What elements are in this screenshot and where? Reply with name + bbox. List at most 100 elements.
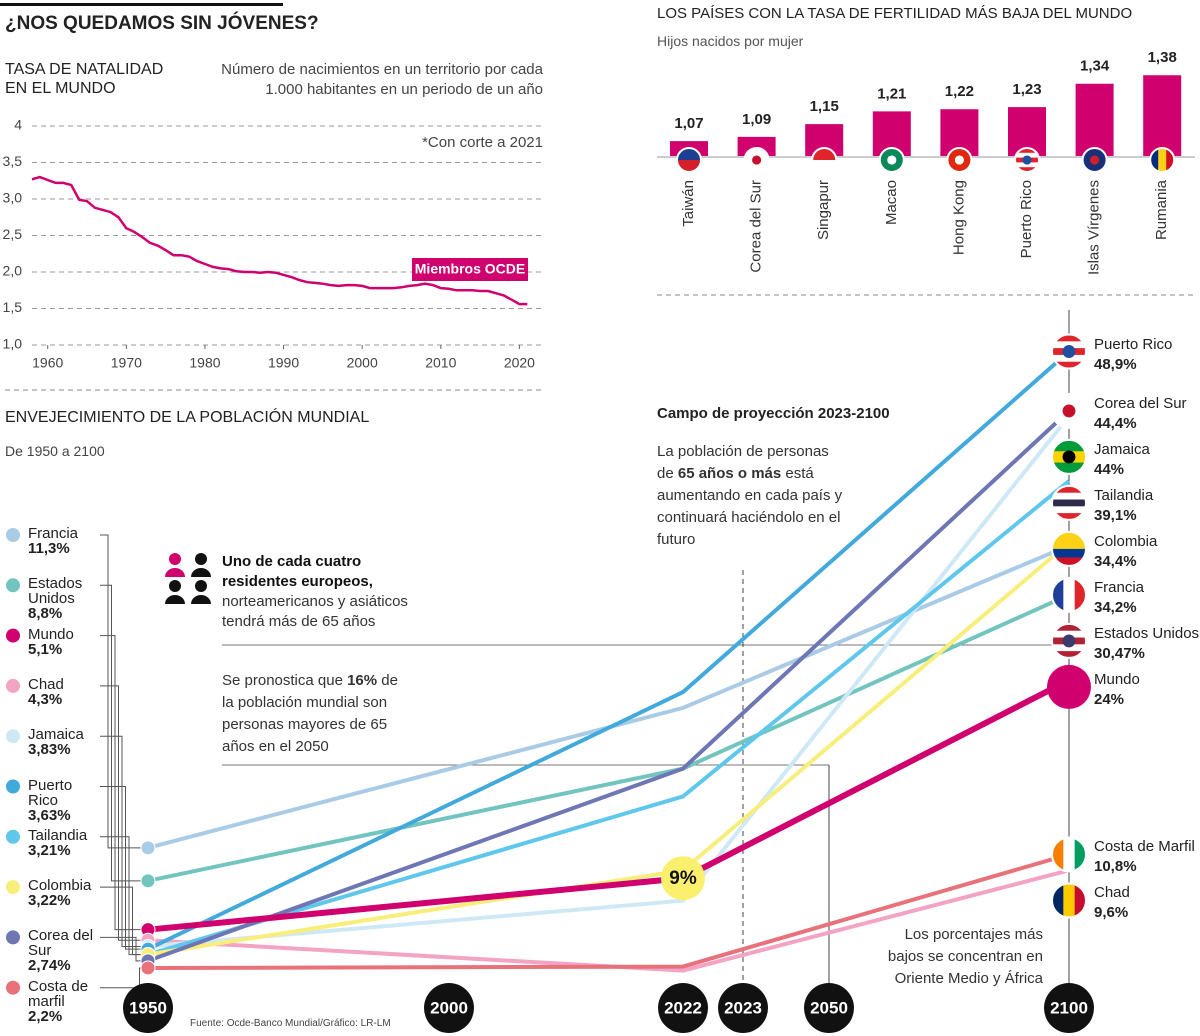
legend-name: Francia bbox=[28, 525, 79, 542]
flag-stripe bbox=[1052, 354, 1086, 363]
flag-stripe bbox=[1015, 167, 1039, 172]
legend-entry: Chad 4,3% bbox=[28, 677, 94, 707]
end-value: 39,1% bbox=[1094, 506, 1137, 524]
end-value: 9,6% bbox=[1094, 904, 1129, 922]
end-name: Costa de Marfil bbox=[1094, 838, 1195, 856]
flag-rim bbox=[878, 147, 905, 173]
flag-stripe bbox=[1052, 651, 1086, 658]
end-name: Chad bbox=[1094, 884, 1130, 902]
category-label: Islas Vírgenes bbox=[1086, 180, 1103, 275]
flag-stripe bbox=[1052, 557, 1086, 566]
flag-stripe bbox=[1052, 499, 1086, 507]
category-label: Macao bbox=[883, 180, 900, 225]
legend-name: Chad bbox=[28, 675, 64, 693]
end-value: 48,9% bbox=[1094, 355, 1137, 373]
legend-name: Tailandia bbox=[28, 826, 88, 844]
end-value: 34,4% bbox=[1094, 552, 1137, 570]
flag-rim bbox=[1051, 576, 1087, 613]
x-tick bbox=[658, 983, 708, 1033]
x-tick-label: 2050 bbox=[810, 998, 848, 1017]
flag-rim bbox=[1051, 392, 1087, 429]
end-label: Colombia 34,4% bbox=[1094, 532, 1157, 572]
flag-stripe bbox=[1052, 644, 1086, 652]
flag-stripe bbox=[1052, 513, 1086, 520]
flag-stripe bbox=[1063, 837, 1076, 872]
end-name: Corea del Sur bbox=[1094, 394, 1187, 412]
y-tick-label: 3,5 bbox=[3, 153, 23, 169]
x-tick bbox=[123, 983, 173, 1033]
flag-emblem bbox=[1022, 155, 1032, 165]
x-tick-label: 1990 bbox=[268, 355, 299, 371]
end-value: 10,8% bbox=[1094, 858, 1137, 876]
flag-stripe bbox=[1063, 883, 1076, 918]
flag-emblem bbox=[1062, 450, 1076, 464]
flag-icon bbox=[1052, 439, 1086, 474]
legend-entry: Puerto Rico 3,63% bbox=[28, 778, 94, 823]
x-tick-label: 1950 bbox=[129, 998, 167, 1017]
data-line bbox=[147, 414, 1071, 949]
x-tick-label: 1980 bbox=[189, 355, 220, 371]
data-line bbox=[147, 543, 1070, 850]
flag-stripe bbox=[1063, 577, 1076, 612]
connector bbox=[100, 534, 141, 849]
bar bbox=[1143, 75, 1182, 156]
legend-name: Costa de marfil bbox=[28, 977, 89, 1010]
flag-emblem bbox=[1062, 404, 1076, 418]
annotation-text: está aumentando en cada país y continuar… bbox=[657, 465, 843, 548]
flag-stripe bbox=[1074, 577, 1086, 612]
end-label: Corea del Sur 44,4% bbox=[1094, 394, 1187, 434]
flag-emblem bbox=[752, 155, 762, 165]
flag-icon bbox=[1052, 334, 1086, 369]
flag-stripe bbox=[677, 148, 701, 161]
flag-stripe bbox=[1074, 883, 1086, 918]
legend-name: Jamaica bbox=[28, 726, 84, 744]
flag-icon bbox=[1052, 837, 1086, 872]
series-label: Miembros OCDE bbox=[415, 261, 525, 277]
flag-stripe bbox=[1052, 334, 1086, 342]
x-tick-label: 2022 bbox=[664, 998, 702, 1017]
legend-swatch bbox=[6, 528, 20, 542]
flag-stripe bbox=[1052, 837, 1064, 872]
flag-stripe bbox=[1052, 623, 1086, 632]
data-line bbox=[147, 479, 1071, 957]
end-name: Francia bbox=[1094, 578, 1145, 596]
category-label: Hong Kong bbox=[950, 180, 967, 255]
y-tick-label: 2,5 bbox=[3, 226, 23, 242]
legend-value: 2,2% bbox=[28, 1007, 63, 1025]
flag-stripe bbox=[812, 148, 837, 161]
flag-stripe bbox=[1052, 577, 1064, 612]
x-tick-label: 2010 bbox=[425, 355, 456, 371]
flag-icon bbox=[677, 148, 701, 172]
value-label: 9% bbox=[669, 868, 697, 889]
end-label: Francia 34,2% bbox=[1094, 578, 1144, 618]
chart-subtitle: De 1950 a 2100 bbox=[5, 443, 105, 459]
legend-swatch bbox=[6, 678, 20, 693]
x-tick-label: 2020 bbox=[504, 355, 535, 371]
flag-stripe bbox=[1015, 162, 1039, 168]
legend-value: 11,3% bbox=[28, 540, 70, 557]
flag-stripe bbox=[1052, 506, 1086, 514]
end-label: Chad 9,6% bbox=[1094, 883, 1130, 923]
connector bbox=[100, 685, 141, 941]
end-name: Jamaica bbox=[1094, 440, 1150, 458]
legend-entry: Mundo 5,1% bbox=[28, 627, 94, 657]
value-label: 1,22 bbox=[945, 83, 974, 100]
flag-stripe bbox=[1015, 148, 1039, 154]
x-tick-label: 2000 bbox=[430, 998, 468, 1017]
end-name: Tailandia bbox=[1094, 486, 1154, 504]
flag-icon bbox=[1052, 485, 1086, 520]
flag-rim bbox=[1051, 438, 1087, 475]
annotation: La población de personas de 65 años o má… bbox=[657, 441, 847, 551]
flag-rim bbox=[1051, 333, 1087, 370]
flag-rim bbox=[743, 147, 770, 173]
connector bbox=[100, 886, 141, 955]
end-value: 44% bbox=[1094, 460, 1125, 478]
flag-icon bbox=[1052, 623, 1086, 658]
series-label-box bbox=[412, 258, 528, 281]
end-name: Mundo bbox=[1094, 670, 1140, 688]
legend-swatch bbox=[6, 829, 20, 844]
legend-value: 4,3% bbox=[28, 690, 63, 708]
x-tick bbox=[424, 983, 474, 1033]
end-name: Colombia bbox=[1094, 532, 1158, 550]
x-tick bbox=[804, 983, 854, 1033]
